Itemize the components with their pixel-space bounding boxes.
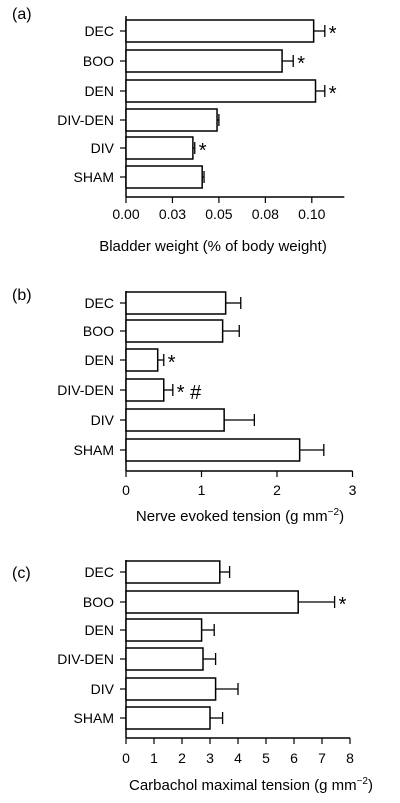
bar — [125, 108, 218, 132]
significance-marker: * # — [177, 382, 202, 404]
category-label: SHAM — [74, 169, 114, 185]
bar — [125, 19, 315, 43]
x-tick-label: 4 — [234, 750, 242, 766]
x-tick-label: 0.10 — [298, 206, 325, 222]
category-label: DIV — [91, 681, 115, 697]
x-tick-label: 5 — [262, 750, 270, 766]
x-tick-label: 1 — [198, 482, 206, 498]
bar — [125, 49, 283, 73]
x-tick-label: 7 — [318, 750, 326, 766]
x-tick-label: 0 — [122, 482, 130, 498]
significance-marker: * — [297, 53, 305, 75]
bar — [125, 647, 204, 671]
category-label: DEC — [84, 564, 114, 580]
x-tick-label: 0 — [122, 750, 130, 766]
panel-b-label: (b) — [12, 287, 32, 304]
category-label: DIV-DEN — [57, 112, 114, 128]
category-label: SHAM — [74, 710, 114, 726]
category-label: BOO — [83, 594, 114, 610]
panel-a: (a) DEC * BOO * DEN * DIV-DEN DIV * SHAM 0.00 0.03 0.… — [12, 6, 345, 255]
x-tick-label: 8 — [346, 750, 354, 766]
category-label: DEC — [84, 295, 114, 311]
bar — [125, 438, 301, 462]
x-axis-title: Carbachol maximal tension (g mm−2) — [129, 776, 373, 794]
bar — [125, 618, 203, 642]
category-label: DIV-DEN — [57, 382, 114, 398]
bar — [125, 136, 194, 160]
category-label: DEN — [84, 352, 114, 368]
panel-c: (c) DEC BOO * DEN DIV-DEN DIV SHAM 0 1 2 3 4 5 6 7 8 Carb… — [12, 560, 373, 794]
x-axis-title: Nerve evoked tension (g mm−2) — [136, 507, 344, 525]
x-tick-label: 0.08 — [252, 206, 279, 222]
bar — [125, 165, 203, 189]
panel-a-label: (a) — [12, 6, 32, 23]
x-tick-label: 2 — [178, 750, 186, 766]
bar — [125, 408, 225, 432]
bar — [125, 348, 159, 372]
x-axis-title: Bladder weight (% of body weight) — [99, 238, 327, 255]
bar — [125, 378, 165, 402]
category-label: DEN — [84, 83, 114, 99]
category-label: DIV-DEN — [57, 651, 114, 667]
x-tick-label: 0.05 — [205, 206, 232, 222]
bar — [125, 560, 221, 584]
bar — [125, 319, 224, 343]
category-label: DIV — [91, 412, 115, 428]
bar — [125, 706, 211, 730]
x-tick-label: 2 — [273, 482, 281, 498]
category-label: BOO — [83, 323, 114, 339]
significance-marker: * — [168, 352, 176, 374]
panel-b: (b) DEC BOO DEN * DIV-DEN * # DIV SHAM 0 1 2 3 Nerve … — [12, 287, 357, 525]
bar — [125, 291, 227, 315]
bar — [125, 677, 217, 701]
significance-marker: * — [199, 140, 207, 162]
significance-marker: * — [329, 83, 337, 105]
panel-c-label: (c) — [12, 565, 31, 582]
category-label: SHAM — [74, 442, 114, 458]
bar — [125, 79, 317, 103]
category-label: DEC — [84, 23, 114, 39]
x-tick-label: 0.00 — [112, 206, 139, 222]
category-label: BOO — [83, 53, 114, 69]
category-label: DIV — [91, 140, 115, 156]
significance-marker: * — [329, 23, 337, 45]
x-tick-label: 1 — [150, 750, 158, 766]
x-tick-label: 6 — [290, 750, 298, 766]
significance-marker: * — [339, 594, 347, 616]
bar — [125, 590, 299, 614]
category-label: DEN — [84, 622, 114, 638]
x-tick-label: 0.03 — [159, 206, 186, 222]
x-tick-label: 3 — [349, 482, 357, 498]
x-tick-label: 3 — [206, 750, 214, 766]
